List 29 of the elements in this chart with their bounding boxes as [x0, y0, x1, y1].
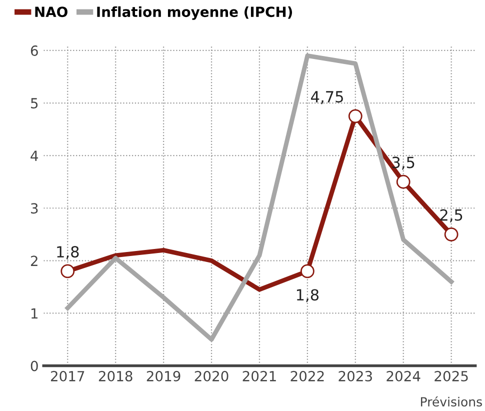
x-tick-label: 2021 [242, 370, 276, 382]
data-label: 1,8 [57, 246, 79, 260]
point [396, 174, 410, 189]
data-label: 3,5 [392, 156, 414, 170]
x-tick-label: 2020 [194, 370, 228, 382]
legend-label: NAO [35, 6, 68, 18]
text: Prévisions [420, 396, 482, 407]
x-tick-label: 2024 [386, 370, 420, 382]
y-tick-label: 3 [31, 203, 38, 214]
x-tick-label: 2022 [290, 370, 324, 382]
x-tick-label: 2023 [338, 370, 372, 382]
point [60, 264, 75, 278]
point [348, 109, 362, 124]
x-tick-label: 2025 [434, 370, 468, 382]
y-tick-label: 4 [30, 150, 38, 161]
x-tick-label: 2019 [146, 370, 180, 382]
legend-label: Inflation moyenne (IPCH) [97, 6, 292, 20]
x-tick-label: 2017 [50, 370, 84, 382]
data-label: 1,8 [296, 289, 319, 302]
y-tick-label: 1 [31, 308, 38, 319]
point [444, 227, 458, 242]
data-label: 2,5 [440, 209, 462, 222]
data-label: 4,75 [311, 91, 343, 104]
y-tick-label: 6 [30, 45, 38, 56]
y-tick-label: 5 [31, 98, 38, 108]
point [300, 264, 314, 278]
y-tick-label: 0 [30, 360, 38, 372]
y-tick-label: 2 [30, 256, 38, 266]
x-tick-label: 2018 [98, 370, 132, 382]
